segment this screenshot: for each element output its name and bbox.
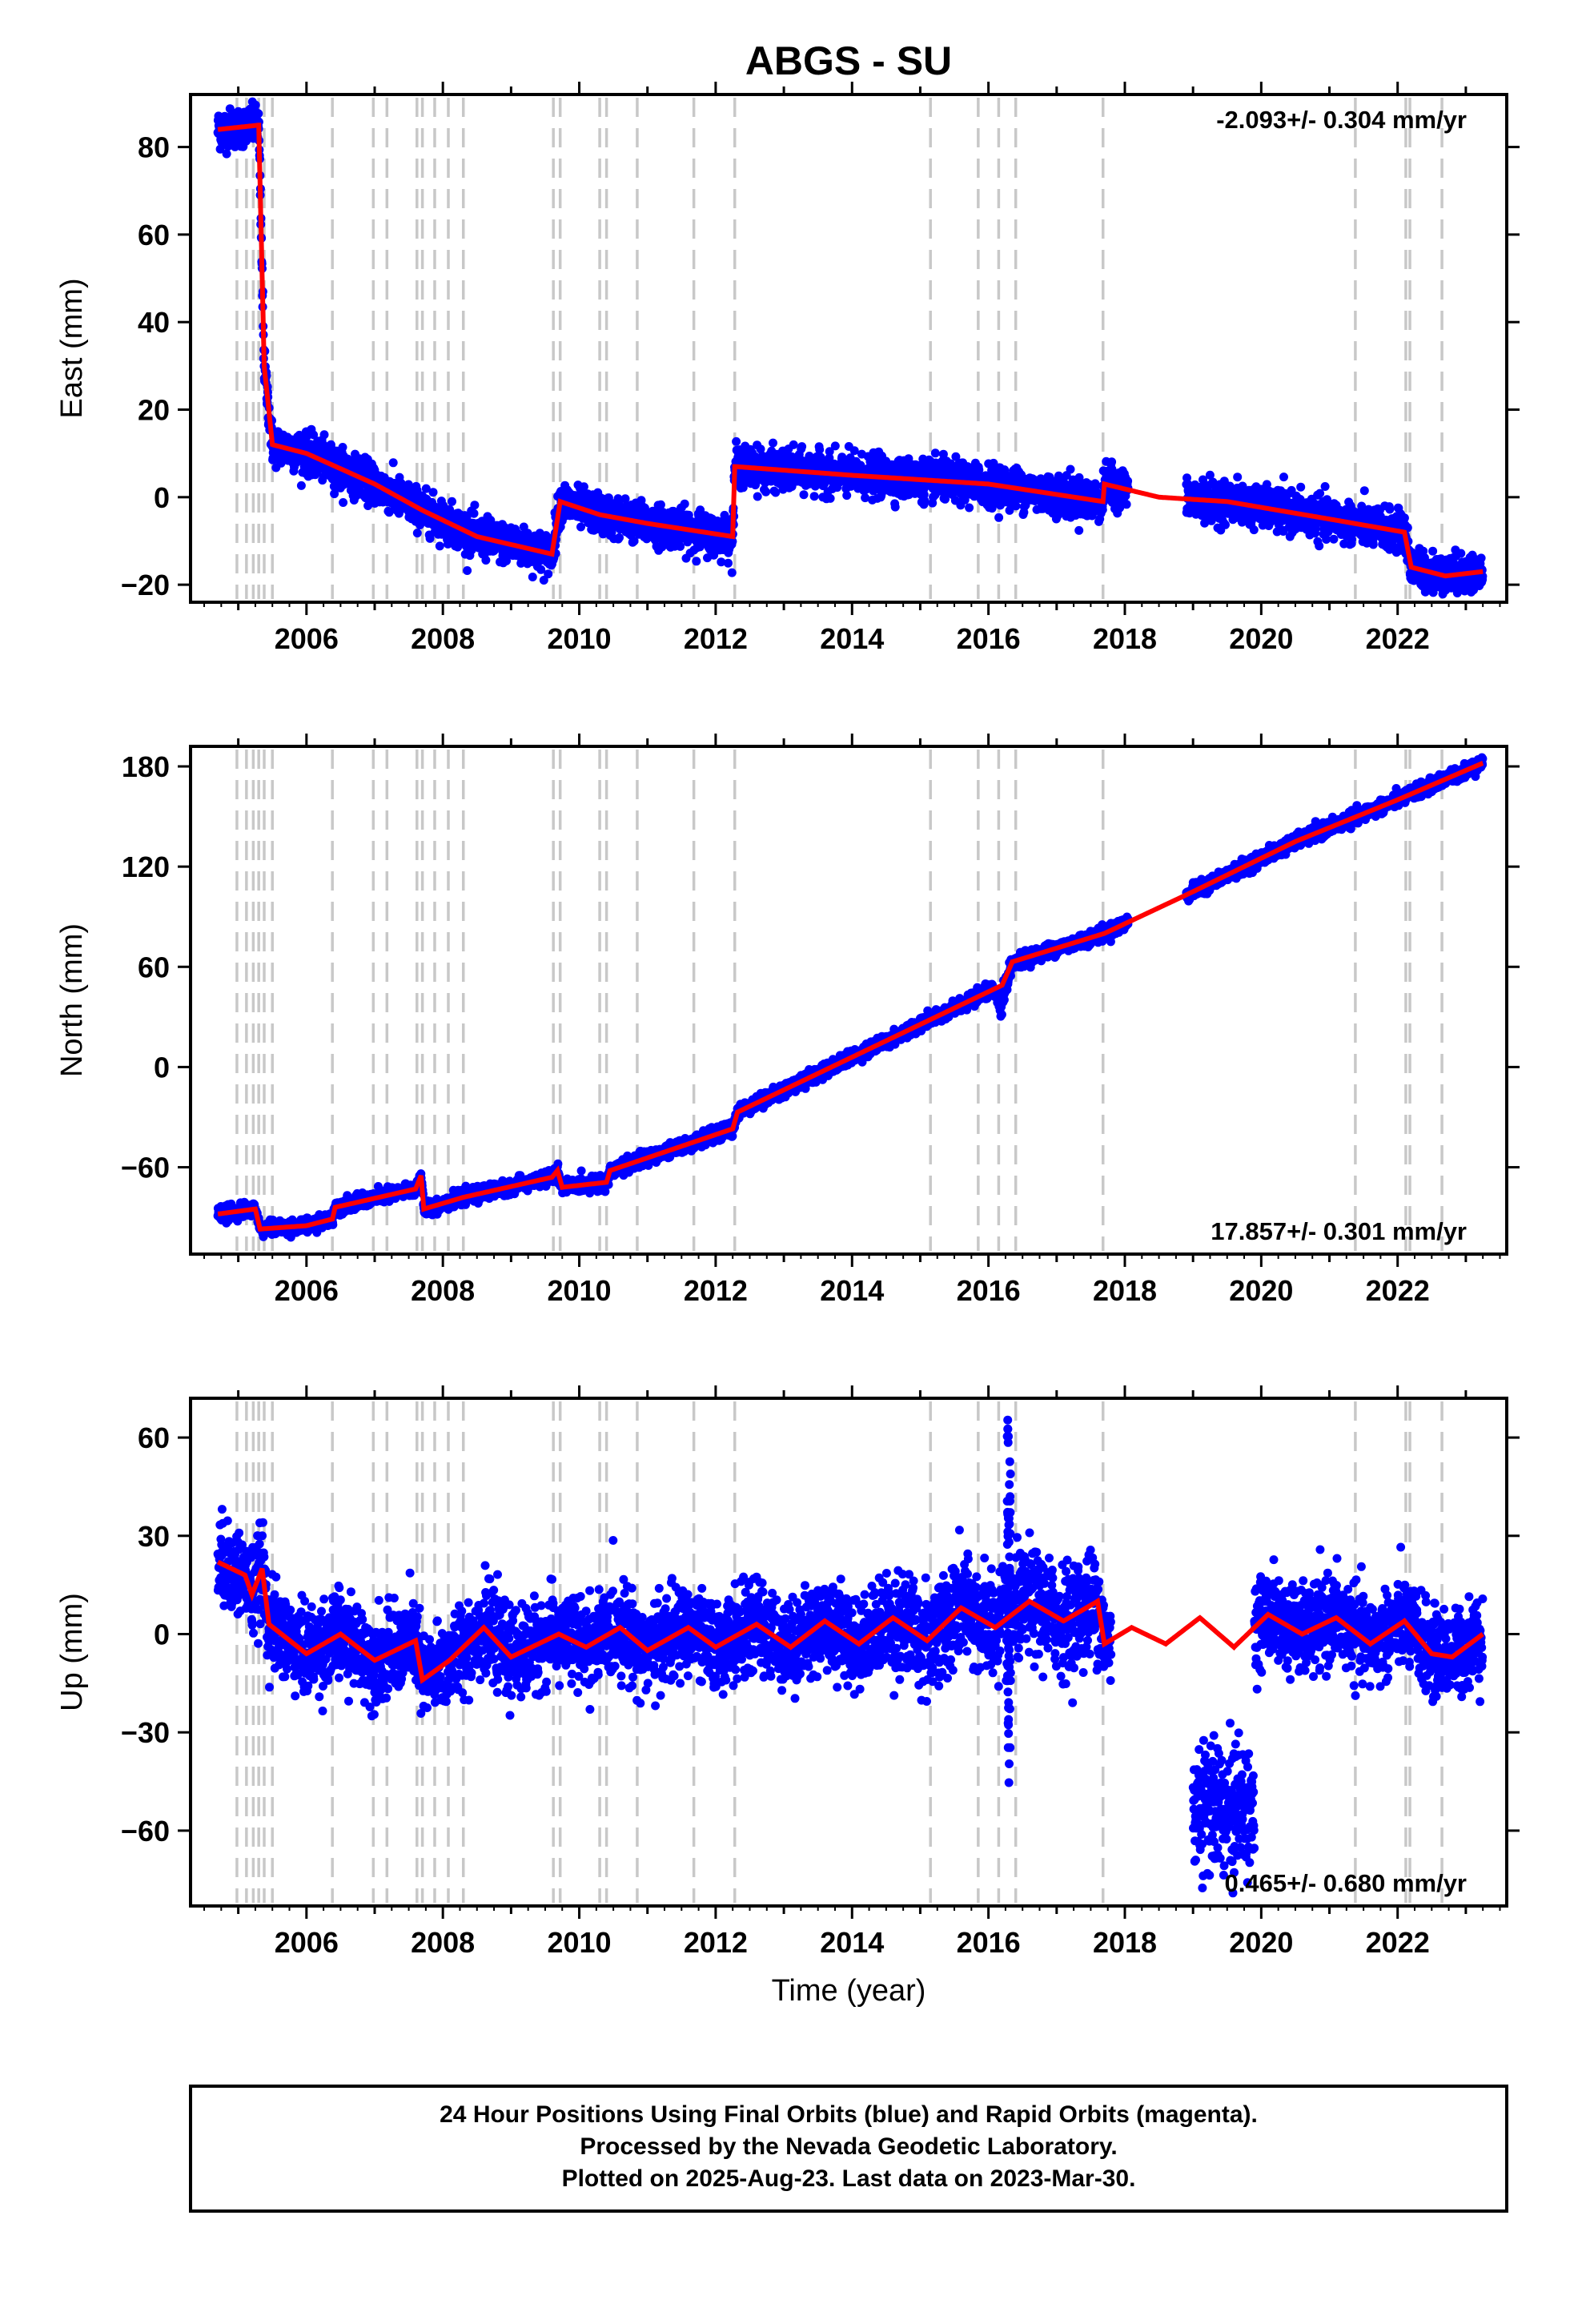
data-point bbox=[1221, 520, 1230, 529]
data-point bbox=[1249, 525, 1259, 535]
data-point bbox=[1329, 534, 1339, 544]
data-point bbox=[544, 569, 553, 579]
data-point bbox=[309, 430, 319, 440]
data-point bbox=[629, 537, 639, 546]
data-point bbox=[428, 488, 438, 497]
data-point bbox=[809, 492, 819, 501]
data-point bbox=[753, 492, 762, 501]
data-point bbox=[1011, 501, 1021, 511]
data-point bbox=[319, 430, 329, 440]
data-point bbox=[842, 491, 852, 501]
data-point bbox=[656, 500, 665, 509]
data-point bbox=[579, 482, 588, 492]
data-point bbox=[425, 533, 435, 543]
data-point bbox=[539, 576, 548, 585]
data-point bbox=[769, 438, 777, 448]
data-point bbox=[732, 436, 741, 446]
data-point bbox=[727, 568, 737, 577]
data-point bbox=[1122, 500, 1131, 509]
data-point bbox=[469, 509, 479, 518]
data-point bbox=[435, 541, 444, 551]
data-point bbox=[1279, 472, 1288, 482]
data-point bbox=[1233, 472, 1243, 482]
data-point bbox=[576, 522, 585, 532]
data-point bbox=[815, 445, 825, 454]
data-point bbox=[1359, 486, 1369, 496]
data-point bbox=[620, 494, 630, 504]
data-point bbox=[965, 503, 974, 513]
data-point bbox=[920, 496, 930, 505]
data-point bbox=[761, 487, 771, 497]
data-point bbox=[1098, 505, 1107, 514]
data-point bbox=[528, 573, 537, 581]
data-point bbox=[830, 441, 840, 451]
data-point bbox=[1399, 513, 1409, 523]
data-point bbox=[296, 480, 306, 490]
data-point bbox=[502, 556, 511, 565]
data-point bbox=[470, 501, 480, 510]
data-point bbox=[825, 493, 835, 503]
data-point bbox=[481, 556, 491, 565]
data-point bbox=[1066, 464, 1075, 474]
panel-east: 2006 2008 2010 2012 2014 2016 2018 2020 2022−200… bbox=[55, 82, 1520, 655]
data-point bbox=[724, 558, 733, 568]
data-point bbox=[615, 533, 624, 542]
data-point bbox=[797, 442, 807, 452]
data-point bbox=[680, 499, 689, 509]
data-point bbox=[1385, 505, 1395, 514]
data-point bbox=[388, 458, 398, 468]
data-point bbox=[1090, 479, 1100, 489]
data-point bbox=[421, 484, 431, 493]
data-point bbox=[1315, 541, 1324, 551]
event-lines bbox=[235, 98, 1443, 599]
data-point bbox=[1428, 546, 1438, 556]
chart-title: ABGS - SU bbox=[745, 38, 952, 83]
data-point bbox=[486, 516, 496, 525]
data-point bbox=[384, 508, 394, 517]
data-point bbox=[994, 513, 1004, 522]
data-point bbox=[1074, 525, 1084, 535]
data-point bbox=[536, 565, 546, 574]
data-point bbox=[215, 144, 225, 154]
data-point bbox=[330, 489, 339, 499]
data-point bbox=[462, 513, 472, 522]
data-point bbox=[799, 490, 809, 500]
data-point bbox=[1296, 482, 1306, 492]
data-point bbox=[254, 109, 263, 119]
data-point bbox=[1320, 482, 1330, 491]
data-point bbox=[789, 440, 798, 449]
data-point bbox=[448, 497, 456, 506]
data-point bbox=[463, 566, 472, 575]
data-point bbox=[676, 541, 685, 551]
data-point bbox=[930, 448, 940, 458]
data-point bbox=[338, 443, 347, 452]
data-point bbox=[222, 149, 231, 159]
data-point bbox=[251, 100, 260, 110]
data-point bbox=[445, 505, 455, 514]
data-point bbox=[692, 557, 701, 566]
data-point bbox=[890, 502, 900, 512]
data-points bbox=[213, 97, 1488, 602]
data-point bbox=[339, 498, 348, 507]
data-point bbox=[412, 529, 422, 538]
